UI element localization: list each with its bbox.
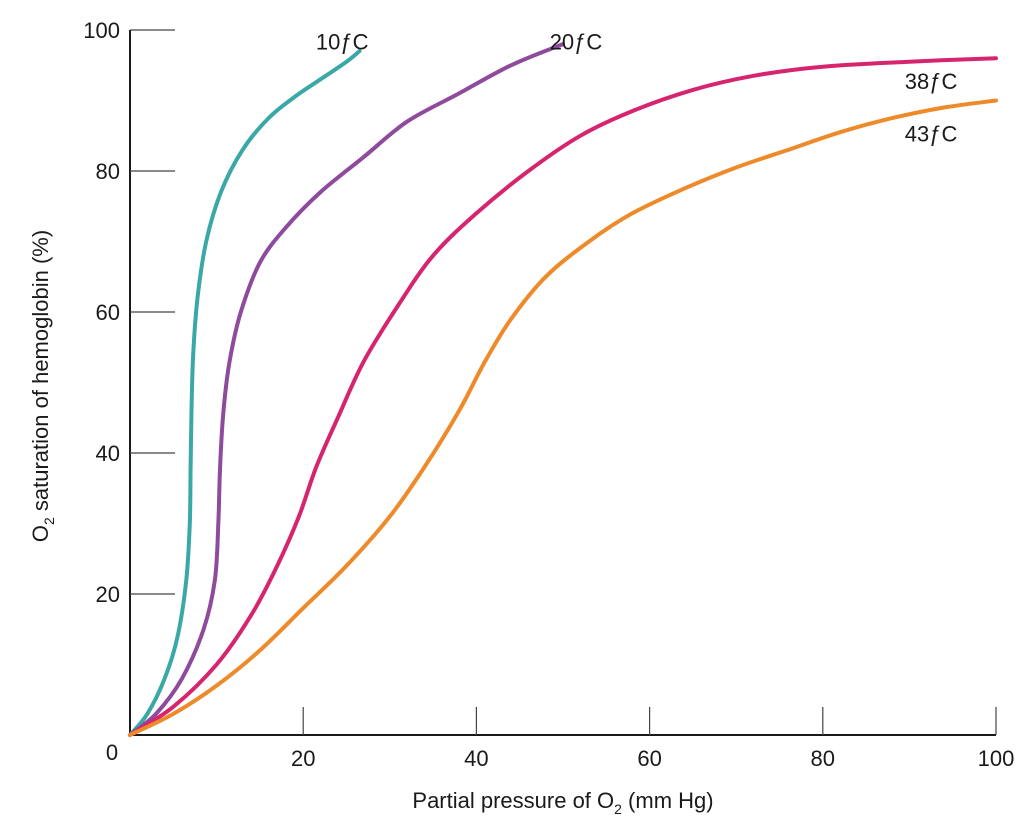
y-tick-label: 20	[96, 582, 120, 607]
series-lines	[128, 42, 998, 737]
x-tick-label: 40	[464, 746, 488, 771]
y-tick-label: 100	[83, 18, 120, 43]
y-tick-label: 40	[96, 441, 120, 466]
series-label: 43ƒC	[905, 121, 958, 146]
x-axis-title: Partial pressure of O2 (mm Hg)	[412, 788, 713, 817]
series-line-2	[128, 56, 998, 737]
x-tick-label: 20	[291, 746, 315, 771]
y-ticks: 20 40 60 80 100	[83, 18, 175, 607]
series-label: 10ƒC	[316, 30, 369, 55]
x-tick-label: 60	[637, 746, 661, 771]
series-line-0	[128, 49, 362, 737]
series-line-3	[128, 98, 998, 737]
series-line-1	[128, 42, 565, 737]
x-tick-label: 80	[811, 746, 835, 771]
y-tick-label: 80	[96, 159, 120, 184]
y-tick-label: 60	[96, 300, 120, 325]
origin-label: 0	[106, 740, 118, 765]
series-label: 38ƒC	[905, 69, 958, 94]
y-axis-title: O2 saturation of hemoglobin (%)	[28, 230, 57, 542]
x-ticks: 20 40 60 80 100	[291, 707, 1014, 771]
series-labels: 10ƒC 20ƒC 38ƒC 43ƒC	[316, 30, 958, 147]
x-tick-label: 100	[978, 746, 1015, 771]
axes	[129, 30, 996, 736]
series-label: 20ƒC	[550, 30, 603, 55]
